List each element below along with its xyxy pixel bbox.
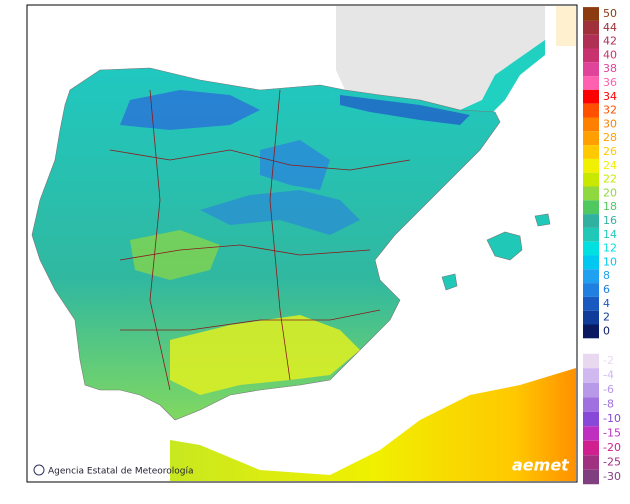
logo: aemet xyxy=(512,456,570,475)
legend-swatch xyxy=(583,368,599,383)
legend-label: -8 xyxy=(603,398,614,411)
legend-swatch xyxy=(583,76,599,90)
cold-north xyxy=(120,90,260,130)
legend-label: 38 xyxy=(603,62,617,75)
legend-swatch xyxy=(583,117,599,132)
legend-swatch xyxy=(583,145,599,159)
cold-pyrenees xyxy=(340,95,470,125)
cold-iberian xyxy=(200,190,360,235)
iberian-peninsula xyxy=(31,67,501,421)
legend-label: 12 xyxy=(603,242,617,255)
legend-swatch xyxy=(583,296,599,311)
legend-label: 24 xyxy=(603,159,617,172)
legend-swatch xyxy=(583,186,599,201)
warm-west xyxy=(130,230,220,280)
legend-label: -25 xyxy=(603,456,621,469)
legend-label: -6 xyxy=(603,383,614,396)
borders xyxy=(119,244,371,261)
legend-label: -2 xyxy=(603,354,614,367)
legend-swatch xyxy=(583,7,599,21)
legend-label: 50 xyxy=(603,7,617,20)
france xyxy=(336,6,545,110)
legend-label: 4 xyxy=(603,297,610,310)
legend-swatch xyxy=(583,353,599,369)
borders xyxy=(269,89,291,381)
legend-swatch xyxy=(583,103,599,118)
legend-swatch xyxy=(583,324,599,339)
warm-south xyxy=(170,315,360,395)
borders xyxy=(109,149,411,171)
legend-label: -30 xyxy=(603,470,621,483)
africa xyxy=(170,368,576,481)
legend-label: 0 xyxy=(603,324,610,337)
menorca xyxy=(534,213,551,227)
legend-label: -20 xyxy=(603,441,621,454)
sea-corner xyxy=(556,6,576,46)
legend-swatch xyxy=(583,158,599,173)
legend: 5044424038363432302826242220181614121086… xyxy=(583,7,621,485)
credit: Agencia Estatal de Meteorología xyxy=(48,467,194,477)
legend-swatch xyxy=(583,426,599,441)
legend-label: 30 xyxy=(603,117,617,130)
map-area: Agencia Estatal de Meteorología aemet xyxy=(26,4,578,483)
legend-swatch xyxy=(583,34,599,49)
legend-swatch xyxy=(583,455,599,470)
credit-icon xyxy=(33,464,45,476)
legend-swatch xyxy=(583,255,599,270)
france-south xyxy=(420,40,545,115)
mallorca xyxy=(486,231,523,261)
legend-label: 40 xyxy=(603,48,617,61)
legend-swatch xyxy=(583,20,599,35)
cold-central xyxy=(260,140,330,190)
legend-label: -15 xyxy=(603,427,621,440)
legend-label: 6 xyxy=(603,283,610,296)
legend-label: 42 xyxy=(603,35,617,48)
legend-label: 22 xyxy=(603,173,617,186)
legend-swatch xyxy=(583,227,599,242)
legend-label: 14 xyxy=(603,228,617,241)
legend-swatch xyxy=(583,283,599,297)
legend-label: 18 xyxy=(603,200,617,213)
legend-swatch xyxy=(583,200,599,215)
legend-swatch xyxy=(583,131,599,146)
legend-swatch xyxy=(583,269,599,284)
legend-swatch xyxy=(583,241,599,256)
legend-swatch xyxy=(583,48,599,63)
legend-label: 2 xyxy=(603,311,610,324)
legend-swatch xyxy=(583,172,599,187)
legend-label: -4 xyxy=(603,369,614,382)
borders xyxy=(149,89,171,391)
legend-swatch xyxy=(583,382,599,398)
legend-swatch xyxy=(583,469,599,485)
legend-swatch xyxy=(583,62,599,77)
legend-label: 8 xyxy=(603,269,610,282)
borders xyxy=(120,309,381,331)
legend-swatch xyxy=(583,440,599,456)
legend-label: 36 xyxy=(603,76,617,89)
ibiza xyxy=(441,273,458,291)
legend-swatch xyxy=(583,310,599,325)
legend-swatch xyxy=(583,397,599,412)
legend-label: 28 xyxy=(603,131,617,144)
legend-label: 10 xyxy=(603,255,617,268)
legend-swatch xyxy=(583,214,599,228)
legend-label: 32 xyxy=(603,104,617,117)
legend-swatch xyxy=(583,89,599,104)
legend-swatch xyxy=(583,411,599,427)
legend-label: 44 xyxy=(603,21,617,34)
legend-label: 20 xyxy=(603,186,617,199)
legend-label: 16 xyxy=(603,214,617,227)
legend-label: 34 xyxy=(603,90,617,103)
legend-label: 26 xyxy=(603,145,617,158)
legend-label: -10 xyxy=(603,412,621,425)
